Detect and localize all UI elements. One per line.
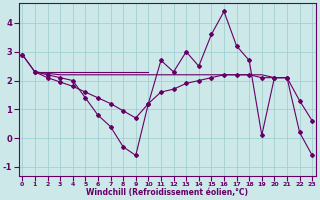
- X-axis label: Windchill (Refroidissement éolien,°C): Windchill (Refroidissement éolien,°C): [86, 188, 248, 197]
